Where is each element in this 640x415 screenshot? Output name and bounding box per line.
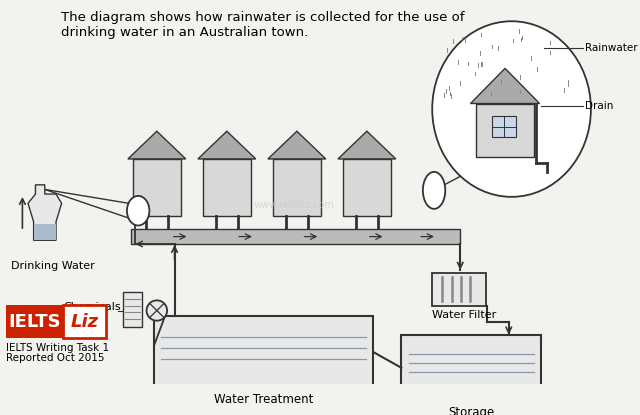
Polygon shape — [268, 131, 326, 159]
Bar — [63, 305, 106, 338]
Text: The diagram shows how rainwater is collected for the use of
drinking water in an: The diagram shows how rainwater is colle… — [61, 11, 464, 39]
Bar — [132, 159, 181, 216]
Text: Water Treatment: Water Treatment — [214, 393, 314, 406]
Text: www.ieltsliz.com: www.ieltsliz.com — [253, 200, 335, 210]
Bar — [476, 103, 534, 157]
Ellipse shape — [432, 21, 591, 197]
Circle shape — [147, 300, 167, 321]
Text: Water Filter: Water Filter — [432, 310, 497, 320]
Bar — [6, 305, 63, 338]
Polygon shape — [128, 131, 186, 159]
Bar — [124, 292, 142, 327]
Bar — [273, 159, 321, 216]
Text: Chemicals: Chemicals — [63, 302, 121, 312]
Bar — [154, 316, 373, 388]
Polygon shape — [338, 131, 396, 159]
Bar — [342, 159, 391, 216]
Bar — [131, 229, 460, 244]
Bar — [492, 117, 516, 137]
Ellipse shape — [423, 172, 445, 209]
Text: Drinking Water: Drinking Water — [12, 261, 95, 271]
Text: Rainwater: Rainwater — [586, 43, 638, 53]
Bar — [203, 159, 251, 216]
Polygon shape — [198, 131, 256, 159]
Bar — [401, 334, 541, 401]
Text: Reported Oct 2015: Reported Oct 2015 — [6, 353, 104, 363]
Polygon shape — [34, 224, 56, 240]
Bar — [432, 273, 486, 306]
Polygon shape — [28, 185, 61, 240]
Text: IELTS Writing Task 1: IELTS Writing Task 1 — [6, 343, 109, 353]
Polygon shape — [470, 68, 540, 103]
Ellipse shape — [127, 196, 149, 225]
Text: Storage: Storage — [448, 406, 495, 415]
Text: IELTS: IELTS — [8, 312, 61, 331]
Text: Liz: Liz — [71, 312, 99, 331]
Text: Drain: Drain — [586, 101, 614, 111]
